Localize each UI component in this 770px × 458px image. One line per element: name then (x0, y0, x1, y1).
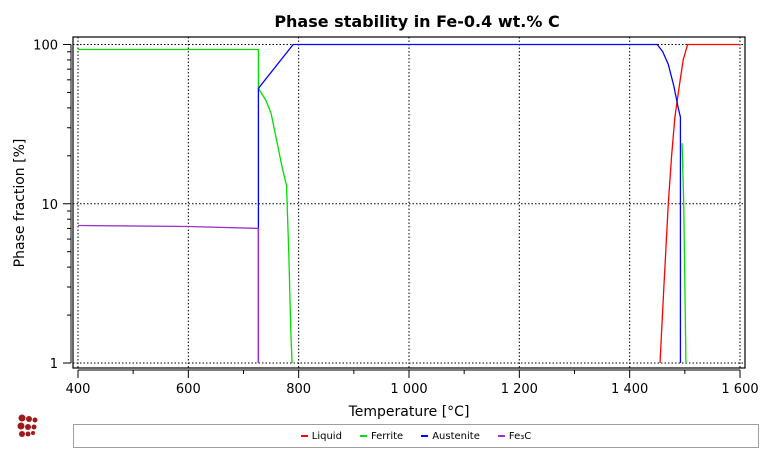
series-line-ferrite (78, 48, 293, 364)
phase-chart: Phase stability in Fe-0.4 wt.% C Tempera… (12, 12, 759, 420)
legend-label: Austenite (432, 430, 480, 442)
plot-frame (72, 36, 746, 369)
x-tick-label: 600 (176, 382, 201, 397)
series-line-liquid (659, 43, 740, 364)
x-tick-label: 400 (66, 382, 91, 397)
series-line-ferrite (681, 143, 687, 364)
series-line-fec (77, 224, 260, 363)
legend-item: Austenite (421, 431, 480, 442)
x-tick-label: 1 200 (501, 382, 538, 397)
series-line-austenite (257, 43, 682, 363)
legend-label: Ferrite (370, 430, 404, 442)
legend-label: Fe₃C (508, 430, 532, 442)
legend-item: Ferrite (359, 430, 404, 442)
legend-item: Liquid (300, 430, 342, 442)
legend-swatch (421, 435, 429, 437)
legend-label: Liquid (311, 430, 342, 442)
chart-title: Phase stability in Fe-0.4 wt.% C (274, 12, 559, 31)
y-tick-label: 1 (50, 357, 58, 372)
legend-swatch (359, 435, 367, 437)
legend-item: Fe₃C (497, 430, 532, 442)
x-tick-label: 1 600 (721, 382, 758, 397)
y-tick-label: 10 (41, 198, 58, 213)
x-tick-label: 1 400 (611, 382, 648, 397)
y-axis-label: Phase fraction [%] (12, 139, 28, 268)
legend-swatch (497, 435, 505, 437)
x-axis-label: Temperature [°C] (348, 404, 470, 420)
y-tick-label: 100 (33, 39, 58, 54)
x-tick-label: 800 (286, 382, 311, 397)
legend-swatch (300, 435, 308, 437)
app-logo-icon (17, 414, 38, 437)
x-tick-label: 1 000 (390, 382, 427, 397)
chart-legend: Liquid Ferrite Austenite Fe₃C (73, 424, 759, 448)
